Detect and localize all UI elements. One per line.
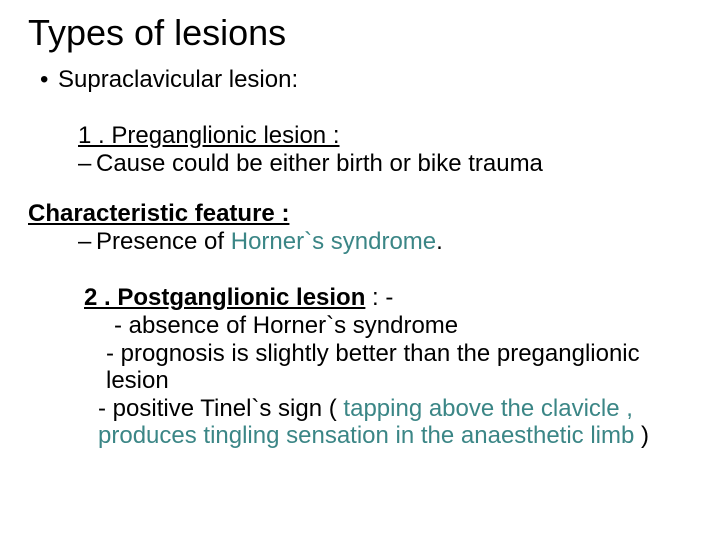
item-2-c-suffix: ) [634,422,649,449]
bullet-text: Supraclavicular lesion: [58,66,298,93]
item-2-bold: 2 . Postganglionic lesion [84,284,365,311]
item-2-postganglionic: 2 . Postganglionic lesion : - [84,284,692,312]
item-2-line-b: - prognosis is slightly better than the … [106,340,692,395]
item-2-tail: : - [365,284,393,311]
feature-teal: Horner`s syndrome [231,228,436,255]
dash-marker: – [78,228,96,256]
item-2-line-a: - absence of Horner`s syndrome [114,312,692,340]
item-2-line-c: - positive Tinel`s sign ( tapping above … [98,395,692,450]
feature-prefix: Presence of [96,228,231,255]
item-1-preganglionic: 1 . Preganglionic lesion : [78,122,692,150]
characteristic-feature-heading: Characteristic feature : [28,200,692,228]
feature-horner: –Presence of Horner`s syndrome. [78,228,692,256]
slide-title: Types of lesions [28,12,692,54]
slide-container: Types of lesions •Supraclavicular lesion… [0,0,720,462]
bullet-supraclavicular: •Supraclavicular lesion: [40,66,692,94]
dash-marker: – [78,150,96,178]
item-1-cause: –Cause could be either birth or bike tra… [78,150,692,178]
item-1-cause-text: Cause could be either birth or bike trau… [96,150,543,177]
bullet-marker: • [40,66,58,94]
item-2-c-prefix: - positive Tinel`s sign ( [98,395,343,422]
feature-suffix: . [436,228,443,255]
